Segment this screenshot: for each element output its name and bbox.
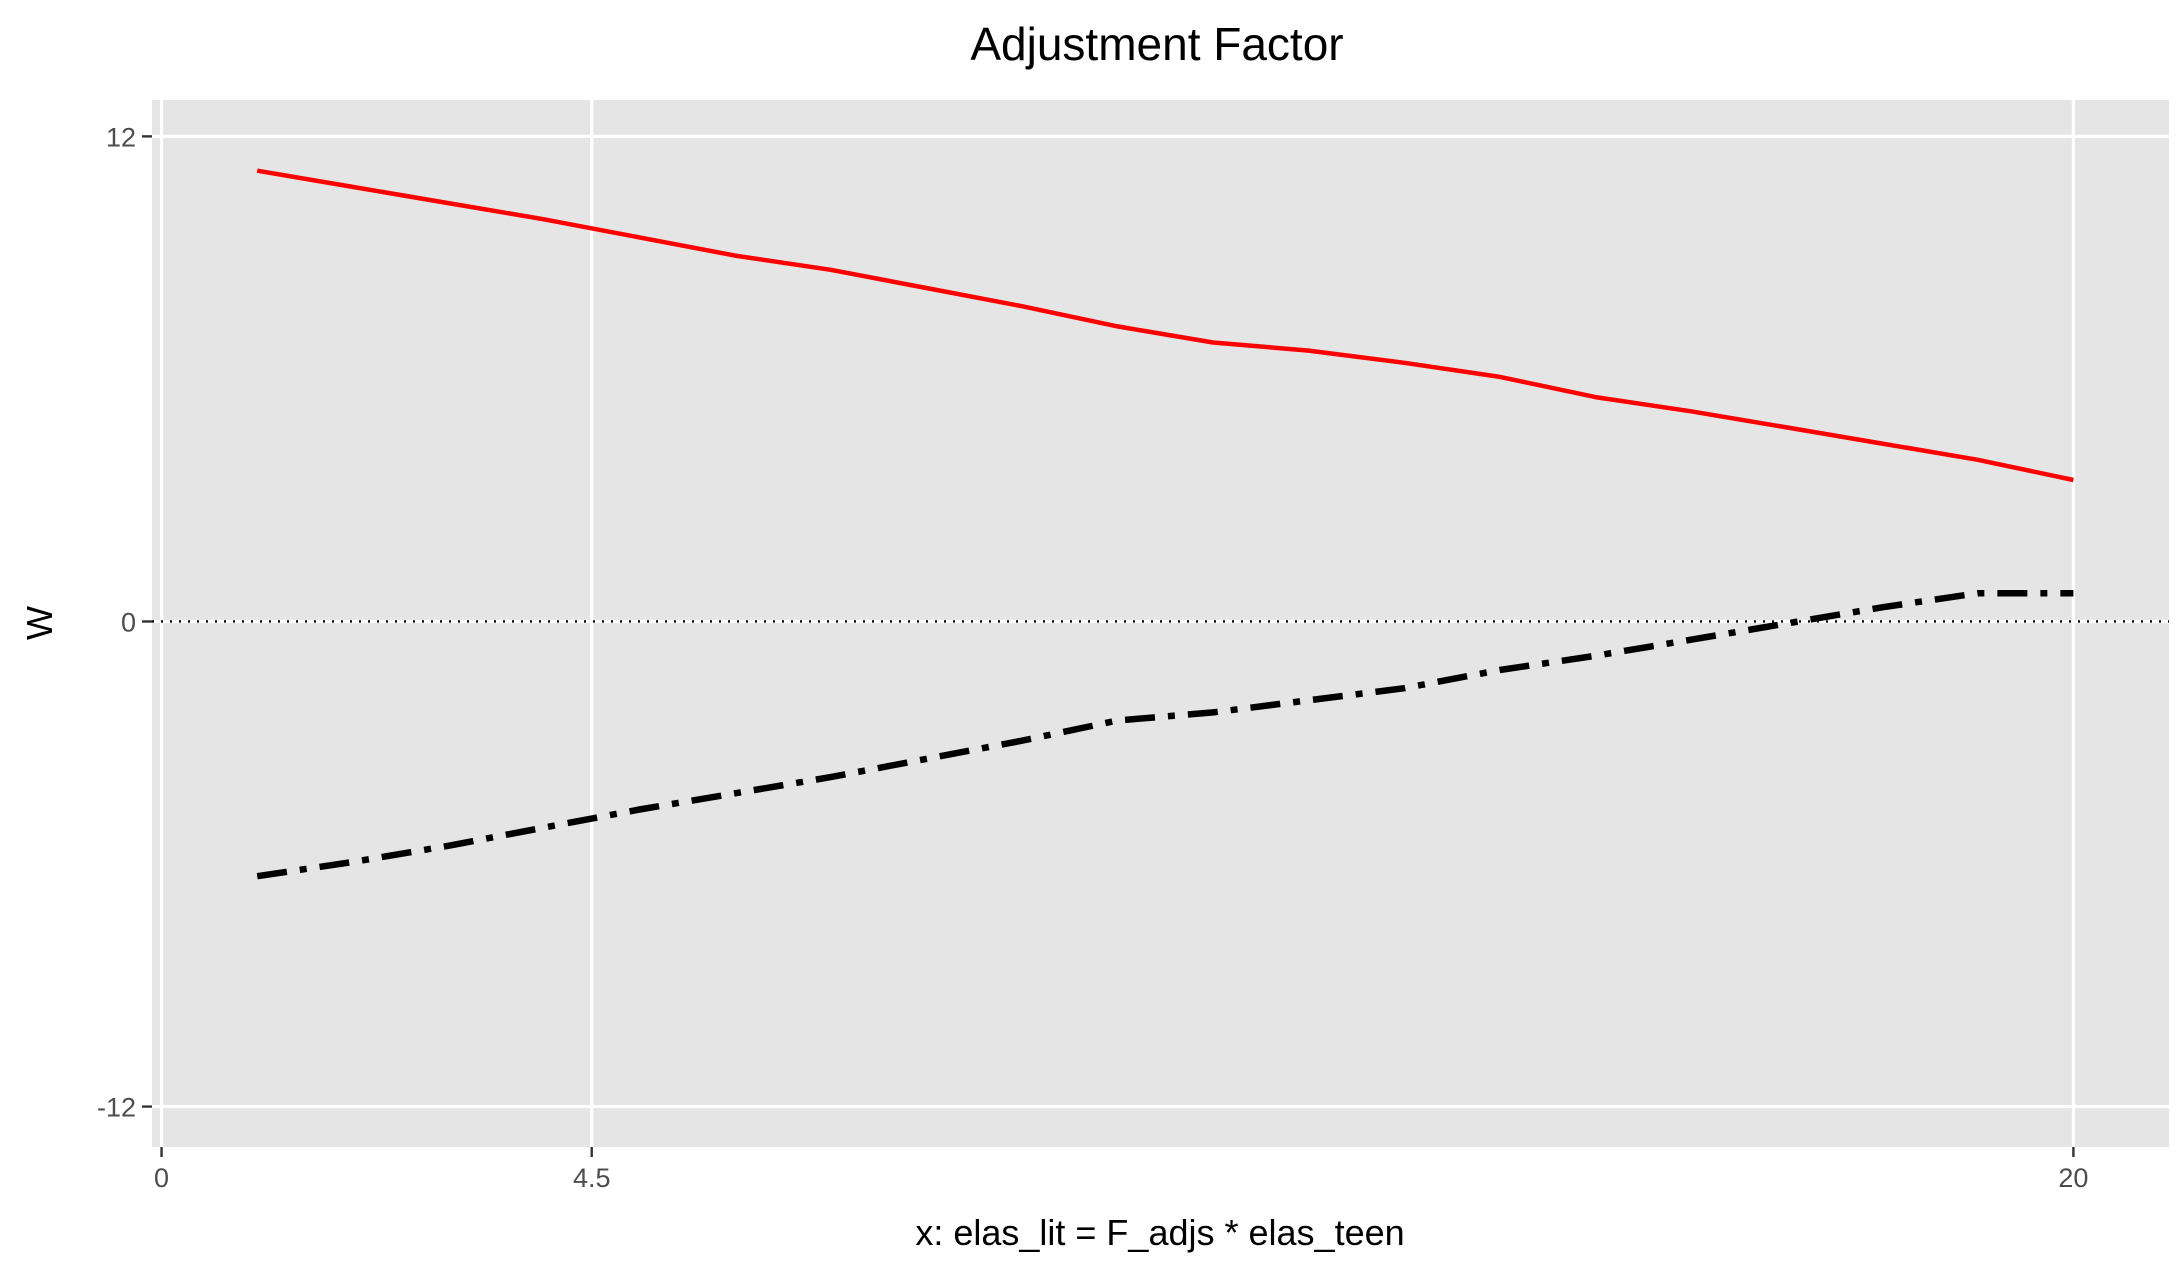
series-line-2 (256, 589, 2074, 880)
axes: 0 4.5 20 12 0 -12 (97, 122, 2088, 1193)
y-axis-title: W (19, 606, 60, 640)
series-line-1 (256, 168, 2074, 483)
y-tick-label: 0 (121, 607, 136, 637)
x-tick-label: 20 (2058, 1163, 2088, 1193)
chart-title: Adjustment Factor (970, 18, 1343, 70)
y-tick-label: -12 (97, 1093, 136, 1123)
x-tick-label: 4.5 (573, 1163, 611, 1193)
y-tick-label: 12 (106, 122, 136, 152)
series-layer (256, 168, 2074, 880)
plot-panel (152, 100, 2169, 1147)
x-axis-title: x: elas_lit = F_adjs * elas_teen (915, 1212, 1404, 1253)
x-tick-label: 0 (154, 1163, 169, 1193)
